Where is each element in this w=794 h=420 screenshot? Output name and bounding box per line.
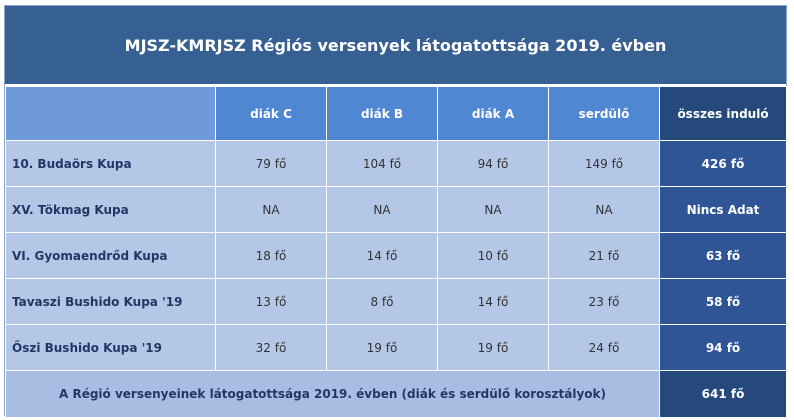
- header-row: diák C diák B diák A serdülő összes indu…: [5, 86, 787, 141]
- column-header-diak-c: diák C: [215, 86, 327, 141]
- cell-diak-b: 8 fő: [326, 278, 438, 325]
- cell-diak-a: 94 fő: [437, 140, 549, 187]
- competition-name: XV. Tökmag Kupa: [5, 186, 216, 233]
- column-header-diak-b: diák B: [326, 86, 438, 141]
- column-header-diak-a: diák A: [437, 86, 549, 141]
- cell-diak-c: 32 fő: [215, 324, 327, 371]
- cell-serdulo: NA: [548, 186, 660, 233]
- cell-diak-b: 14 fő: [326, 232, 438, 279]
- column-header-serdulo: serdülő: [548, 86, 660, 141]
- cell-diak-c: NA: [215, 186, 327, 233]
- cell-diak-b: NA: [326, 186, 438, 233]
- cell-diak-a: NA: [437, 186, 549, 233]
- cell-diak-a: 19 fő: [437, 324, 549, 371]
- cell-total: Nincs Adat: [659, 186, 787, 233]
- summary-total: 641 fő: [659, 370, 787, 418]
- table-row: Őszi Bushido Kupa '19 32 fő 19 fő 19 fő …: [5, 324, 787, 371]
- table-row: XV. Tökmag Kupa NA NA NA NA Nincs Adat: [5, 186, 787, 233]
- competition-name: VI. Gyomaendrőd Kupa: [5, 232, 216, 279]
- competition-name: Őszi Bushido Kupa '19: [5, 324, 216, 371]
- attendance-table: diák C diák B diák A serdülő összes indu…: [5, 86, 787, 418]
- cell-diak-c: 18 fő: [215, 232, 327, 279]
- attendance-table-frame: MJSZ-KMRJSZ Régiós versenyek látogatotts…: [4, 5, 787, 418]
- cell-serdulo: 21 fő: [548, 232, 660, 279]
- summary-label: A Régió versenyeinek látogatottsága 2019…: [5, 370, 660, 418]
- cell-diak-b: 104 fő: [326, 140, 438, 187]
- cell-total: 426 fő: [659, 140, 787, 187]
- cell-total: 58 fő: [659, 278, 787, 325]
- table-row: VI. Gyomaendrőd Kupa 18 fő 14 fő 10 fő 2…: [5, 232, 787, 279]
- cell-total: 94 fő: [659, 324, 787, 371]
- competition-name: 10. Budaörs Kupa: [5, 140, 216, 187]
- cell-diak-a: 14 fő: [437, 278, 549, 325]
- cell-serdulo: 149 fő: [548, 140, 660, 187]
- table-row: 10. Budaörs Kupa 79 fő 104 fő 94 fő 149 …: [5, 140, 787, 187]
- header-corner-cell: [5, 86, 216, 141]
- cell-total: 63 fő: [659, 232, 787, 279]
- cell-diak-c: 13 fő: [215, 278, 327, 325]
- cell-serdulo: 23 fő: [548, 278, 660, 325]
- cell-diak-b: 19 fő: [326, 324, 438, 371]
- summary-row: A Régió versenyeinek látogatottsága 2019…: [5, 370, 787, 418]
- cell-diak-a: 10 fő: [437, 232, 549, 279]
- table-row: Tavaszi Bushido Kupa '19 13 fő 8 fő 14 f…: [5, 278, 787, 325]
- table-title: MJSZ-KMRJSZ Régiós versenyek látogatotts…: [5, 6, 786, 86]
- competition-name: Tavaszi Bushido Kupa '19: [5, 278, 216, 325]
- cell-serdulo: 24 fő: [548, 324, 660, 371]
- column-header-total: összes induló: [659, 86, 787, 141]
- cell-diak-c: 79 fő: [215, 140, 327, 187]
